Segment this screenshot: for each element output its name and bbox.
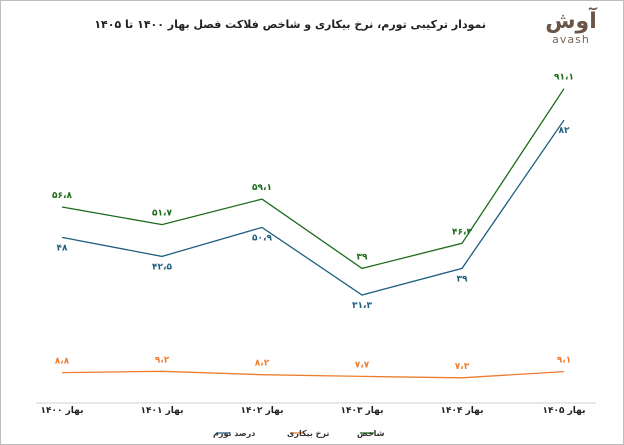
data-label: ۳۱،۳ [352,301,372,311]
x-tick-label: بهار ۱۴۰۴ [441,406,484,416]
series-line [61,370,565,379]
chart-title: نمودار ترکیبی تورم، نرخ بیکاری و شاخص فل… [94,18,486,31]
data-label: ۴۶،۳ [452,227,472,237]
legend: شاخص نرخ بیکاری درصد تورم [213,429,385,439]
x-tick-label: بهار ۱۴۰۵ [543,406,586,416]
data-label: ۳۹ [357,252,368,262]
series-line [61,119,565,296]
data-label: ۷،۳ [455,362,470,372]
legend-label: نرخ بیکاری [287,429,329,438]
data-label: ۵۹،۱ [252,183,272,193]
avash-logo: آوش avash [536,10,606,46]
logo-text-en: avash [552,33,590,46]
data-label: ۳۹ [457,274,468,284]
data-label: ۸۲ [559,126,570,136]
data-labels: ۵۶،۸ ۵۱،۷ ۵۹،۱ ۳۹ ۴۶،۳ ۹۱،۱ ۸،۸ ۹،۲ ۸،۲ ۷،۷ ۷،۳ ۹،۱… [52,73,574,372]
legend-label: شاخص [357,429,385,439]
data-label: ۵۱،۷ [152,209,172,219]
data-label: ۵۶،۸ [52,191,72,201]
data-label: ۴۲،۵ [152,262,172,272]
data-label: ۸،۸ [55,357,70,367]
x-tick-label: بهار ۱۴۰۰ [41,406,84,416]
x-tick-label: بهار ۱۴۰۱ [141,406,184,416]
legend-label: درصد تورم [213,429,255,438]
data-label: ۹۱،۱ [554,73,574,83]
x-tick-label: بهار ۱۴۰۲ [241,406,284,416]
data-label: ۸،۲ [255,359,270,369]
logo-text-fa: آوش [545,9,597,34]
data-label: ۷،۷ [355,360,370,370]
x-tick-label: بهار ۱۴۰۳ [341,406,384,416]
series-lines [61,88,565,379]
data-label: ۹،۲ [155,355,170,365]
data-label: ۵۰،۹ [252,233,272,243]
x-axis-ticks: بهار ۱۴۰۰ بهار ۱۴۰۱ بهار ۱۴۰۲ بهار ۱۴۰۳ بهار… [41,406,586,416]
data-label: ۹،۱ [557,356,571,366]
data-label: ۴۸ [57,243,68,253]
series-line [61,88,565,270]
